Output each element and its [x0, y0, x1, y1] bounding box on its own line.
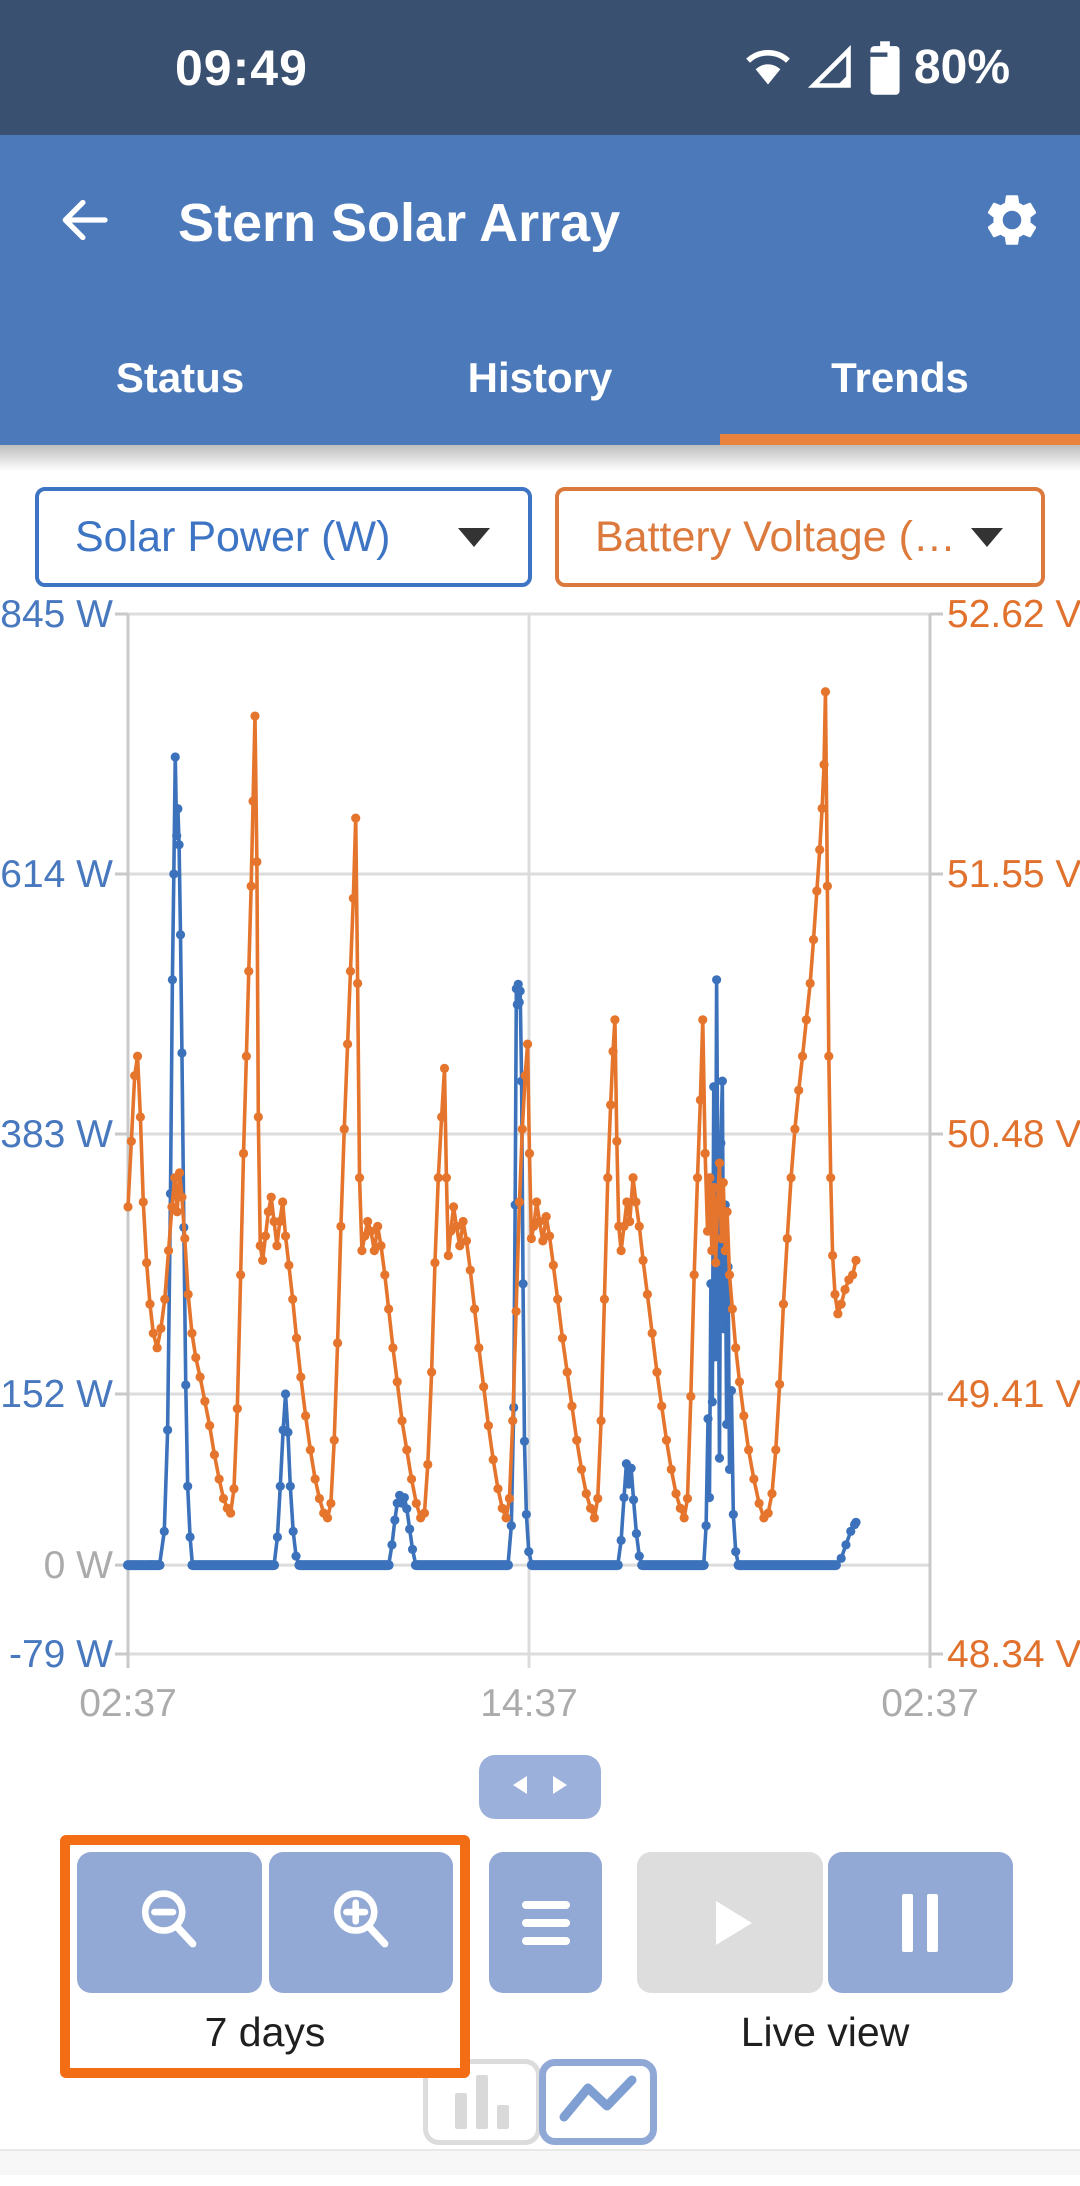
play-icon: [715, 1900, 752, 1945]
line-chart-icon: [557, 2073, 639, 2132]
live-view-label: Live view: [740, 2009, 910, 2055]
y-left-tick-label: 152 W: [0, 1373, 113, 1416]
zoom-range-label: 7 days: [204, 2009, 326, 2055]
tab-trends[interactable]: Trends: [831, 353, 969, 401]
zoom-in-button[interactable]: [268, 1852, 453, 1993]
right-series-label: Battery Voltage (…: [595, 512, 956, 561]
x-tick-label: 14:37: [480, 1682, 578, 1725]
chart-options-button[interactable]: [489, 1852, 602, 1993]
magnifier-minus-icon: [132, 1883, 206, 1962]
y-right-tick-label: 52.62 V: [947, 593, 1080, 636]
settings-button[interactable]: [982, 193, 1042, 253]
battery-icon: [868, 40, 902, 95]
x-tick-label: 02:37: [881, 1682, 979, 1725]
bottom-strip: [0, 2149, 1080, 2175]
pan-row: [0, 1749, 1080, 1841]
wifi-icon: [742, 42, 794, 94]
page-title: Stern Solar Array: [178, 192, 621, 253]
chevron-down-icon: [971, 527, 1003, 547]
pause-icon: [902, 1893, 939, 1952]
y-left-tick-label: -79 W: [9, 1633, 113, 1676]
right-series-dropdown[interactable]: Battery Voltage (…: [555, 487, 1045, 587]
toolbar-shadow: [0, 445, 1080, 471]
clock: 09:49: [175, 39, 308, 96]
series-selectors: Solar Power (W) Battery Voltage (…: [0, 471, 1080, 587]
y-right-tick-label: 48.34 V: [947, 1633, 1080, 1676]
status-icons: 80%: [742, 40, 1010, 95]
live-view-group: Live view: [637, 1852, 1013, 2064]
y-right-tick-label: 50.48 V: [947, 1113, 1080, 1156]
bar-chart-toggle-button[interactable]: [423, 2059, 541, 2145]
zoom-group-highlighted: 7 days: [60, 1835, 470, 2078]
hamburger-menu-icon: [521, 1900, 570, 1945]
arrow-left-icon: [56, 192, 112, 253]
left-series-label: Solar Power (W): [75, 512, 391, 561]
pan-handle[interactable]: [479, 1755, 601, 1819]
back-button[interactable]: [56, 195, 112, 251]
battery-percent: 80%: [913, 41, 1010, 94]
y-left-tick-label: 383 W: [0, 1113, 113, 1156]
left-series-dropdown[interactable]: Solar Power (W): [35, 487, 532, 587]
gear-icon: [981, 189, 1043, 256]
active-tab-indicator: [719, 434, 1080, 445]
pause-button[interactable]: [827, 1852, 1013, 1993]
y-right-tick-label: 49.41 V: [947, 1373, 1080, 1416]
trends-chart[interactable]: 845 W 614 W 383 W 152 W -79 W 0 W 52.62 V 51.55…: [0, 587, 1080, 1749]
app-bar: Stern Solar Array: [0, 135, 1080, 310]
y-left-tick-label: 614 W: [0, 853, 113, 896]
chart-controls: 7 days Live view: [0, 1835, 1080, 2078]
magnifier-plus-icon: [324, 1883, 398, 1962]
cellular-signal-icon: [806, 43, 856, 93]
tab-status[interactable]: Status: [115, 353, 245, 401]
tab-bar: Status History Trends: [0, 310, 1080, 445]
y-left-tick-label: 845 W: [0, 593, 113, 636]
chart-canvas[interactable]: 845 W 614 W 383 W 152 W -79 W 0 W 52.62 V 51.55…: [0, 587, 1080, 1749]
y-right-tick-label: 51.55 V: [947, 853, 1080, 896]
y-left-zero-label: 0 W: [44, 1544, 114, 1587]
status-bar: 09:49 80%: [0, 0, 1080, 135]
bar-chart-icon: [455, 2075, 509, 2129]
tab-history[interactable]: History: [467, 353, 613, 401]
triangle-right-icon: [553, 1775, 567, 1799]
x-tick-label: 02:37: [79, 1682, 177, 1725]
chevron-down-icon: [458, 527, 490, 547]
triangle-left-icon: [513, 1775, 527, 1799]
play-button[interactable]: [637, 1852, 823, 1993]
zoom-out-button[interactable]: [77, 1852, 262, 1993]
line-chart-toggle-button[interactable]: [539, 2059, 657, 2145]
chart-type-toggles: [0, 2059, 1080, 2149]
